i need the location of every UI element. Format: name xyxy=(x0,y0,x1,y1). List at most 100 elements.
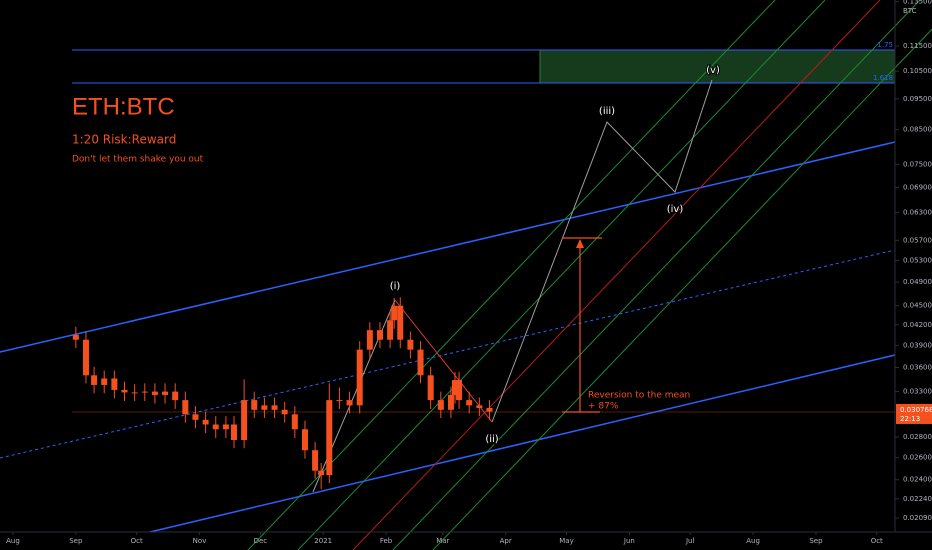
wave-path xyxy=(491,79,713,423)
candle-body xyxy=(192,414,199,420)
x-tick-label: 2021 xyxy=(314,537,332,545)
x-tick-label: Aug xyxy=(6,537,20,545)
arrow-head xyxy=(576,239,584,248)
pitchfork-median xyxy=(352,0,881,550)
candle-body xyxy=(251,400,258,410)
wave-label: (ii) xyxy=(485,434,498,445)
candle-body xyxy=(271,405,278,410)
channel-upper xyxy=(0,141,896,353)
x-tick-label: Jun xyxy=(623,537,635,545)
candle-body xyxy=(387,320,394,340)
candle-body xyxy=(291,414,298,430)
candle-body xyxy=(182,400,189,415)
candle-body xyxy=(172,391,179,401)
countdown-label: 22:13 xyxy=(900,415,920,423)
candle-body xyxy=(366,330,373,350)
chart-subtitle: 1:20 Risk:Reward xyxy=(72,133,176,147)
candle-body xyxy=(261,405,268,410)
candle-body xyxy=(101,378,108,385)
candle-body xyxy=(241,400,248,441)
candle-body xyxy=(301,429,308,451)
candle-body xyxy=(397,305,404,340)
target-zone xyxy=(539,49,896,84)
candle-body xyxy=(91,375,98,385)
pitchfork-line xyxy=(392,0,921,550)
candle-body xyxy=(456,380,463,401)
chart-note: Don't let them shake you out xyxy=(72,155,204,165)
candle-body xyxy=(326,400,333,476)
wave-label: (v) xyxy=(706,65,720,76)
x-tick-label: Oct xyxy=(131,537,143,545)
pitchfork-line xyxy=(247,0,776,550)
candle-body xyxy=(82,339,89,376)
candle-body xyxy=(281,409,288,415)
candle-body xyxy=(452,380,459,395)
wave-path xyxy=(394,299,493,423)
candle-body xyxy=(212,424,219,430)
x-tick-label: Sep xyxy=(809,537,823,545)
candle-body xyxy=(437,400,444,410)
annotation: + 87% xyxy=(588,402,619,412)
wave-label: (i) xyxy=(390,281,401,292)
x-tick-label: Nov xyxy=(193,537,207,545)
x-tick-label: Dec xyxy=(254,537,268,545)
candle-body xyxy=(356,349,363,406)
x-tick-label: Feb xyxy=(380,537,393,545)
candle-body xyxy=(476,405,483,408)
candle-body xyxy=(346,400,353,406)
candle-body xyxy=(121,389,128,393)
annotation: Reversion to the mean xyxy=(588,391,690,401)
candle-body xyxy=(162,391,169,395)
x-tick-label: Aug xyxy=(746,537,760,545)
fib-label: 1.618 xyxy=(873,74,893,82)
x-tick-label: Sep xyxy=(69,537,83,545)
candle-body xyxy=(427,375,434,401)
candle-body xyxy=(312,450,319,471)
price-tag xyxy=(896,403,932,424)
candle-body xyxy=(376,330,383,340)
y-tick-label: 0.020900 xyxy=(903,514,932,522)
candle-body xyxy=(318,470,325,476)
candle-body xyxy=(417,349,424,376)
candle-body xyxy=(336,400,343,402)
candle-body xyxy=(222,424,229,430)
x-tick-label: May xyxy=(559,537,573,545)
candle-body xyxy=(391,305,398,321)
candle-body xyxy=(486,407,493,412)
pitchfork-line xyxy=(432,28,932,550)
candle-body xyxy=(131,392,138,394)
candle-body xyxy=(111,378,118,390)
wave-label: (iv) xyxy=(667,204,684,215)
candle-body xyxy=(72,334,79,340)
candle-body xyxy=(202,419,209,425)
x-tick-label: Mar xyxy=(436,537,449,545)
candle-body xyxy=(466,400,473,406)
candle-body xyxy=(151,391,158,395)
currency-label: BTC xyxy=(903,7,917,15)
candle-body xyxy=(407,339,414,350)
candle-body xyxy=(230,424,237,441)
